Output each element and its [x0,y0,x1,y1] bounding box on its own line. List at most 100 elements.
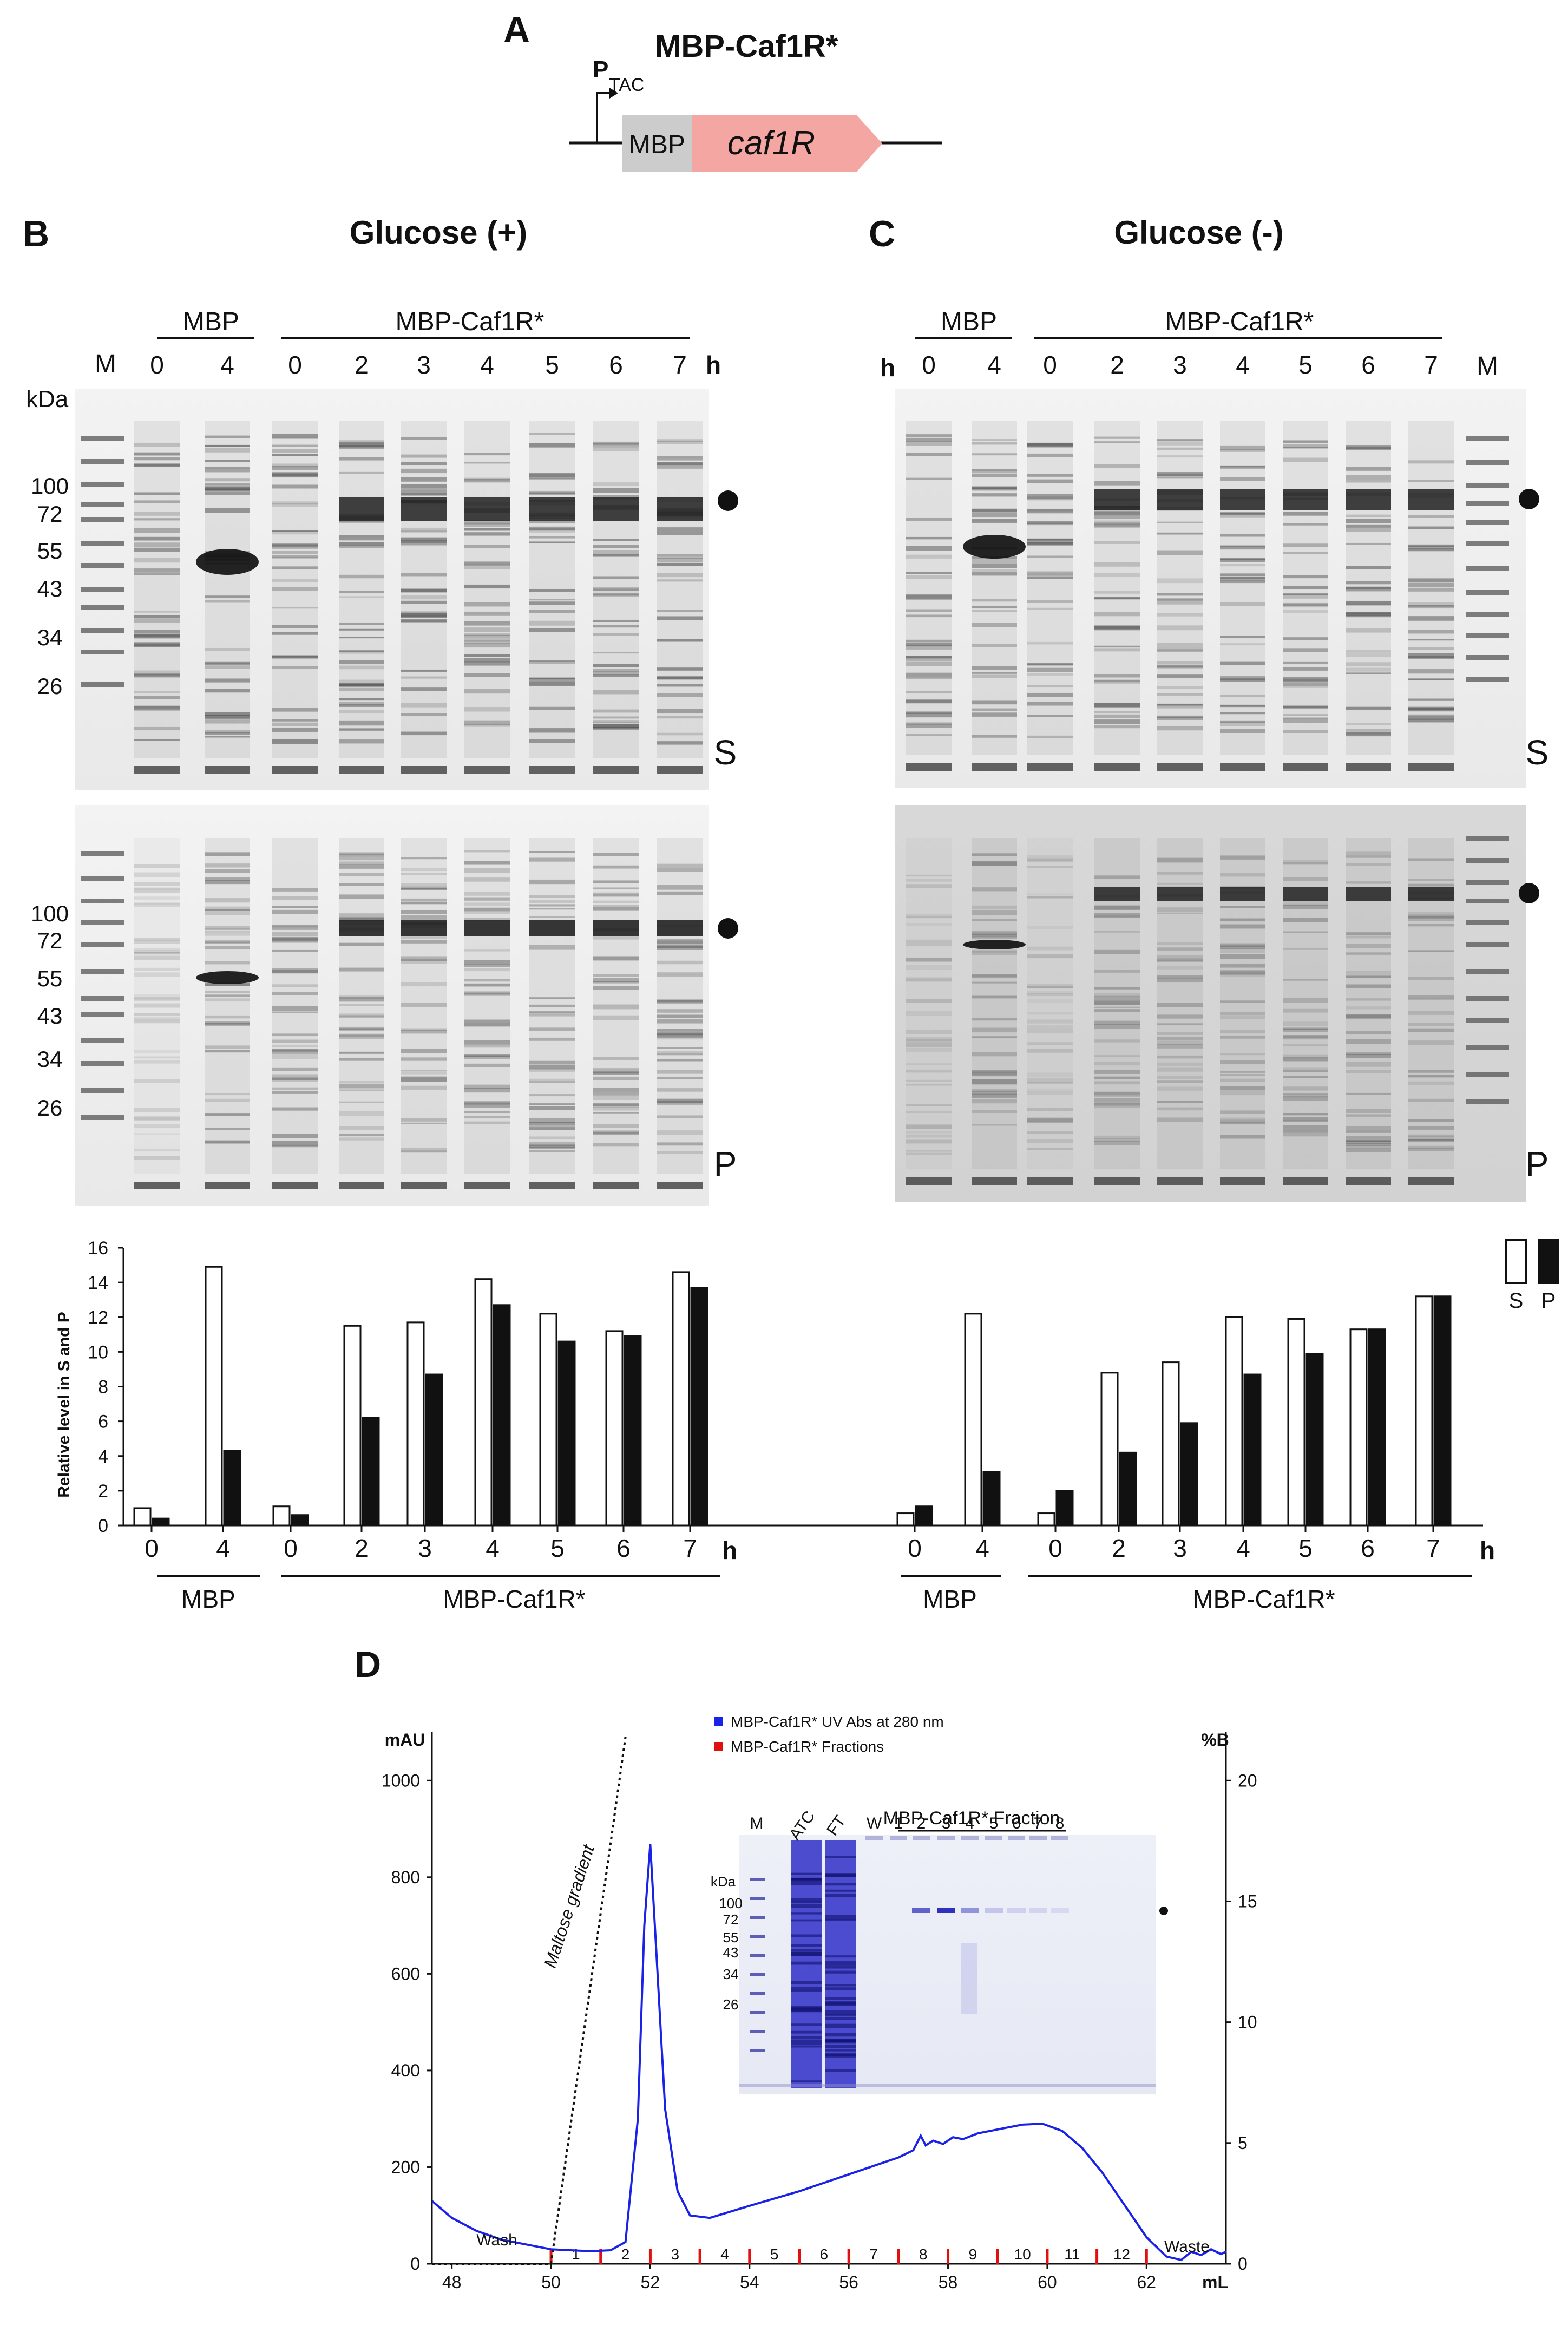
lane-band [205,732,250,735]
lane-band [1157,1037,1203,1041]
lane-band [272,719,318,722]
lane-band [272,466,318,470]
ladder-band [81,682,124,687]
lane-band [1220,677,1265,680]
lane-band [464,584,510,589]
lane-smear [657,838,703,1174]
lane-band [1283,1093,1328,1099]
lane-band [972,861,1017,866]
bar-p [362,1417,380,1527]
lane-band [1408,912,1454,915]
lane-band [906,879,952,882]
panel-c-lane-label: 6 [1361,351,1375,379]
lane-band [1346,612,1391,617]
lane-band [1346,519,1391,523]
lane-band [1283,661,1328,664]
lane-band [134,572,180,575]
lane-band [401,454,447,458]
lane-band [1027,1049,1073,1053]
lane-band [972,936,1017,938]
fraction-number: 3 [671,2246,679,2263]
panel-a: A MBP-Caf1R* P TAC MBP caf1R [503,9,942,172]
lane-band [272,1144,318,1146]
inset-lane-band [791,1951,822,1956]
lane-band [134,442,180,447]
lane-band [464,689,510,694]
lane-band [339,623,384,625]
lane-band [339,651,384,654]
lane-band [906,1139,952,1144]
lane-band [906,639,952,643]
dye-front [1157,1177,1203,1185]
lane-band [529,728,575,733]
dye-front [1346,1177,1391,1185]
panel-b-kda-label: kDa [26,386,69,412]
lane-band [339,913,384,916]
lane-band [339,637,384,639]
lane-band [1027,1028,1073,1033]
lane-band [1346,1014,1391,1020]
lane-band [464,661,510,665]
lane-band [205,880,250,885]
panel-b-lane-label: 7 [673,351,687,379]
lane-band [1027,993,1073,997]
lane-band [529,1064,575,1070]
lane-band [1157,959,1203,962]
bar-p [493,1304,511,1527]
lane-band [1027,479,1073,483]
lane-band [1408,1135,1454,1141]
lane-band [657,676,703,679]
bar-x-tick-label: 4 [486,1534,500,1562]
lane-band [593,1092,639,1096]
dye-front [593,1182,639,1189]
lane-band [906,477,952,480]
bar-x-tick-label: 2 [1112,1534,1126,1562]
lane-band [401,956,447,961]
lane-band [1283,714,1328,716]
lane-band [272,728,318,732]
lane-band [1094,597,1140,600]
lane-band [593,1143,639,1147]
lane-band [529,1094,575,1097]
lane-band [464,983,510,986]
lane-band [1157,1044,1203,1049]
lane-band [657,462,703,466]
lane-band [1157,907,1203,912]
lane-band [1220,722,1265,726]
lane-band [657,1000,703,1003]
lane-band [339,1013,384,1017]
bar-p [291,1514,309,1527]
bar-s [539,1313,557,1527]
panel-c-lane-label: 5 [1298,351,1313,379]
lane-band [1027,442,1073,446]
lane-band [1283,602,1328,608]
d-yright-tick-label: 0 [1238,2254,1248,2274]
lane-band [1027,702,1073,706]
lane-band [464,1023,510,1027]
inset-lane-band [825,2039,856,2042]
lane-band [657,940,703,945]
lane-band [1094,597,1140,599]
lane-band [1027,577,1073,579]
lane-band [1157,665,1203,669]
lane-band [1220,972,1265,977]
lane-band [1346,970,1391,975]
lane-band [657,1018,703,1024]
lane-band [134,452,180,456]
lane-band [906,677,952,679]
lane-band [906,1069,952,1073]
lane-band [1283,918,1328,922]
lane-band [1283,637,1328,640]
lane-band [134,1016,180,1020]
lane-band [1283,1027,1328,1030]
lane-band [1027,1012,1073,1015]
lane-band [1283,899,1328,903]
bar-y-tick-label: 14 [88,1273,108,1293]
lane-band [272,1074,318,1078]
lane-band [464,850,510,853]
panel-c-hour-label: h [880,353,895,382]
lane-band [1408,1148,1454,1151]
ladder-band [81,1061,124,1066]
lane-band [401,588,447,593]
